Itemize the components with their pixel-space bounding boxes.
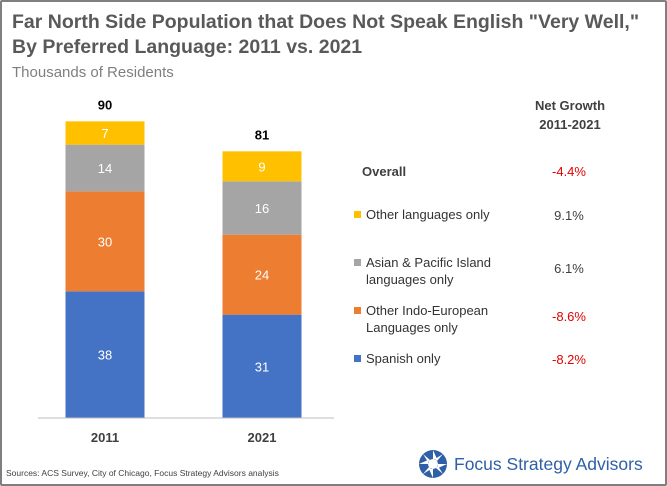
net-growth-value: 9.1% — [554, 208, 584, 223]
net-growth-value: -8.6% — [552, 309, 586, 324]
category-label-2011: 2011 — [91, 430, 119, 445]
bar-segment-2021-2 — [222, 181, 302, 235]
aperture-icon — [419, 450, 447, 478]
data-label-2011-3: 7 — [101, 126, 108, 141]
legend-label: Other Indo-European Languages only — [366, 303, 489, 335]
net-growth-header-line2: 2011-2021 — [539, 117, 601, 132]
legend-label: Asian & Pacific Island languages only — [366, 255, 492, 287]
bar-segment-2011-3 — [65, 121, 145, 145]
net-growth-header: Net Growth 2011-2021 — [515, 96, 625, 134]
data-label-2011-2: 14 — [98, 161, 112, 176]
net-growth-value: -8.2% — [552, 352, 586, 367]
bar-segment-2021-1 — [222, 234, 302, 315]
data-label-2021-0: 31 — [255, 359, 269, 374]
data-label-2011-0: 38 — [98, 348, 112, 363]
bar-segment-2021-3 — [222, 151, 302, 182]
legend-item: Asian & Pacific Island languages only — [354, 254, 491, 288]
legend-item: Other Indo-European Languages only — [354, 302, 488, 336]
total-label-2011: 90 — [98, 97, 112, 112]
category-label-2021: 2021 — [248, 430, 277, 445]
legend-item: Spanish only — [354, 350, 440, 367]
legend-swatch — [354, 259, 361, 266]
overall-growth-value: -4.4% — [552, 164, 586, 179]
data-label-2021-1: 24 — [255, 268, 269, 283]
legend-label: Spanish only — [366, 351, 441, 366]
chart-title: Far North Side Population that Does Not … — [12, 11, 640, 58]
legend-swatch — [354, 355, 361, 362]
bar-segment-2021-0 — [222, 314, 302, 418]
bar-segment-2011-1 — [65, 191, 145, 292]
legend-item: Other languages only — [354, 206, 490, 223]
data-label-2011-1: 30 — [98, 234, 112, 249]
data-label-2021-2: 16 — [255, 201, 269, 216]
brand-name: Focus Strategy Advisors — [454, 453, 643, 474]
overall-label: Overall — [362, 164, 407, 179]
bar-segment-2011-0 — [65, 291, 145, 418]
data-label-2021-3: 9 — [258, 159, 265, 174]
legend-label: Other languages only — [366, 207, 490, 222]
legend-swatch — [354, 307, 361, 314]
total-label-2021: 81 — [255, 127, 269, 142]
source-note: Sources: ACS Survey, City of Chicago, Fo… — [6, 468, 279, 478]
legend-swatch — [354, 211, 361, 218]
chart-subtitle: Thousands of Residents — [12, 64, 174, 81]
net-growth-header-line1: Net Growth — [534, 98, 606, 113]
net-growth-value: 6.1% — [554, 261, 584, 276]
brand-logo: Focus Strategy Advisors — [418, 449, 643, 479]
bar-segment-2011-2 — [65, 144, 145, 192]
